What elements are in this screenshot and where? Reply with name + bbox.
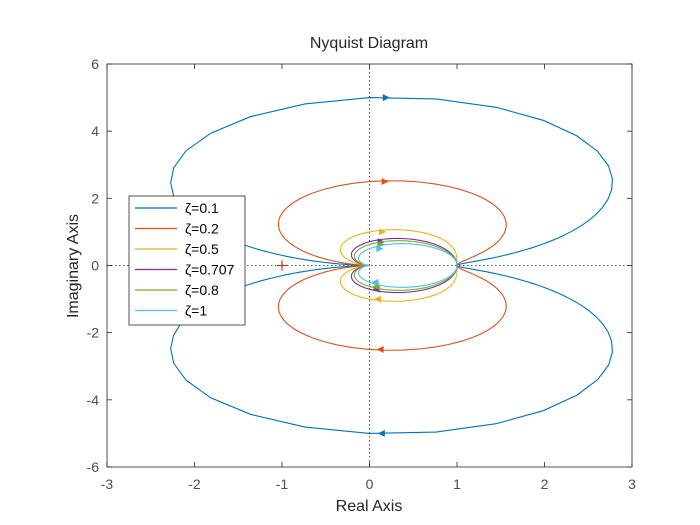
series-negative-freq-branch — [358, 243, 458, 267]
legend-label: ζ=0.5 — [185, 241, 219, 257]
legend-box — [128, 195, 246, 326]
x-tick-label: 2 — [541, 476, 549, 492]
direction-arrow — [381, 178, 389, 186]
legend-label: ζ=1 — [185, 303, 207, 319]
legend-entry: ζ=0.2 — [135, 221, 219, 237]
y-tick-label: -2 — [87, 325, 100, 341]
y-tick-label: 6 — [91, 56, 99, 72]
x-tick-label: 1 — [453, 476, 461, 492]
legend-label: ζ=0.707 — [185, 262, 235, 278]
legend-entry: ζ=0.5 — [135, 241, 219, 257]
direction-arrow — [374, 295, 381, 303]
y-tick-label: 0 — [91, 258, 99, 274]
critical-point-marker — [277, 260, 287, 271]
plot-area: -3 -2 -1 0 1 2 3 -6 -4 -2 0 2 4 6 — [87, 56, 637, 492]
y-tick-label: 4 — [91, 123, 99, 139]
direction-arrow — [379, 228, 386, 236]
legend-entry: ζ=1 — [135, 303, 207, 319]
direction-arrow — [382, 94, 390, 102]
y-tick-label: 2 — [91, 190, 99, 206]
x-tick-label: -1 — [276, 476, 289, 492]
legend-entry: ζ=0.707 — [135, 262, 235, 278]
x-tick-label: 3 — [628, 476, 636, 492]
legend-label: ζ=0.8 — [185, 282, 219, 298]
direction-arrow — [376, 345, 384, 353]
x-tick-label: -3 — [101, 476, 114, 492]
series-6-curve — [358, 243, 458, 288]
axis-ticks: -3 -2 -1 0 1 2 3 -6 -4 -2 0 2 4 6 — [87, 56, 637, 492]
direction-arrow — [376, 245, 384, 253]
x-axis-title: Real Axis — [336, 498, 403, 515]
direction-arrow — [371, 278, 379, 286]
x-tick-label: 0 — [366, 476, 374, 492]
direction-arrow — [377, 429, 385, 437]
y-tick-label: -6 — [87, 459, 100, 475]
chart-title: Nyquist Diagram — [310, 35, 428, 52]
legend-entry: ζ=0.8 — [135, 282, 219, 298]
legend-entry: ζ=0.1 — [135, 200, 219, 216]
legend-label: ζ=0.1 — [185, 200, 219, 216]
y-axis-title: Imaginary Axis — [65, 214, 82, 318]
y-tick-label: -4 — [87, 392, 100, 408]
legend: ζ=0.1 ζ=0.2 ζ=0.5 ζ=0.707 ζ=0.8 ζ=1 — [128, 195, 246, 326]
legend-label: ζ=0.2 — [185, 221, 219, 237]
nyquist-curves — [170, 94, 613, 437]
x-tick-label: -2 — [188, 476, 201, 492]
